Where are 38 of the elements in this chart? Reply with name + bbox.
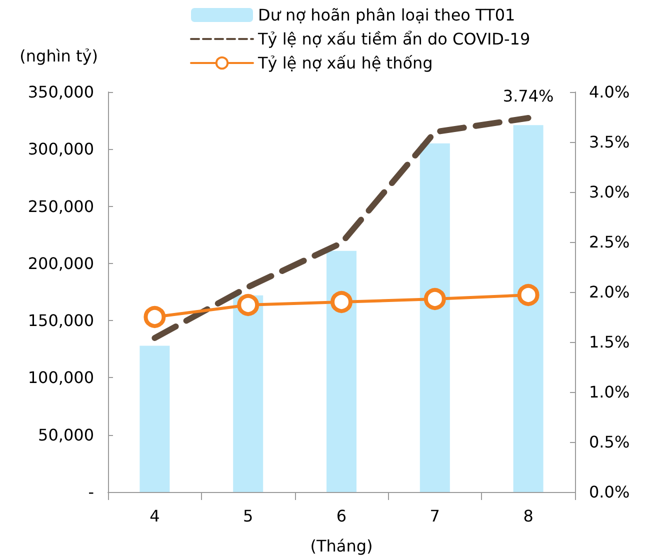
- y2-tick-label: 1.0%: [589, 382, 630, 402]
- point: [330, 291, 352, 313]
- bar: [326, 250, 356, 492]
- y-tick-label: 250,000: [28, 196, 94, 216]
- point: [424, 288, 446, 310]
- y-tick-label: 150,000: [28, 311, 94, 330]
- bar: [140, 346, 170, 492]
- y2-tick-label: 0.5%: [589, 432, 630, 452]
- x-tick-label: 5: [243, 506, 254, 526]
- x-axis-title: (Tháng): [310, 536, 373, 556]
- point: [517, 284, 540, 306]
- x-tick-label: 6: [336, 506, 347, 526]
- y-tick-label: 200,000: [28, 254, 94, 273]
- y2-tick-label: 3.0%: [589, 182, 630, 202]
- y2-tick-label: 2.0%: [589, 282, 630, 302]
- data-label: 3.74%: [502, 86, 554, 106]
- legend-label: Tỷ lệ nợ xấu hệ thống: [257, 54, 433, 72]
- y-tick-label: 100,000: [28, 368, 94, 388]
- y2-tick-label: 3.5%: [589, 132, 630, 152]
- y-tick-label: -: [88, 482, 94, 502]
- point: [144, 306, 166, 328]
- y2-tick-label: 1.5%: [589, 332, 630, 352]
- y-tick-label: 50,000: [38, 425, 94, 444]
- point: [237, 294, 260, 316]
- y2-tick-label: 0.0%: [589, 482, 630, 502]
- legend-label: Dư nợ hoãn phân loại theo TT01: [258, 6, 516, 24]
- x-tick-label: 8: [523, 506, 534, 526]
- y-tick-label: 300,000: [28, 140, 94, 159]
- x-tick-label: 4: [150, 506, 160, 526]
- y2-tick-label: 2.5%: [589, 232, 630, 252]
- bar: [420, 143, 450, 492]
- bar: [233, 295, 264, 492]
- y-tick-label: 350,000: [28, 82, 94, 102]
- y2-tick-label: 4.0%: [589, 82, 630, 102]
- y-axis-title: (nghìn tỷ): [20, 46, 98, 66]
- x-tick-label: 7: [430, 506, 440, 526]
- legend-label: Tỷ lệ nợ xấu tiềm ẩn do COVID-19: [257, 30, 530, 48]
- bar: [513, 125, 544, 492]
